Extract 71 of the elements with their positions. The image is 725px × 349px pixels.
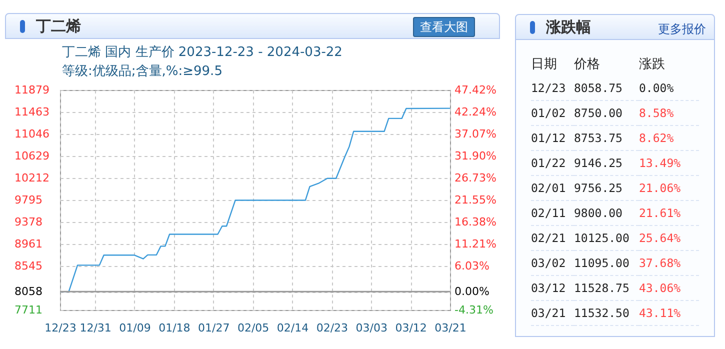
text: 更多报价 <box>658 21 706 38</box>
text: 37.68% <box>639 250 699 276</box>
y-tick-label: 9378 <box>14 216 42 229</box>
text: 涨跌 <box>639 56 666 74</box>
text: 0.00% <box>639 76 699 100</box>
text: 03/12 <box>531 276 574 300</box>
text: 03/02 <box>531 250 574 276</box>
chart-title: 丁二烯 国内 生产价 2023-12-23 - 2024-03-22 <box>62 45 342 60</box>
x-tick-label: 01/27 <box>198 322 230 334</box>
x-tick-label: 02/05 <box>237 322 270 334</box>
y-tick-label: 8058 <box>14 285 42 298</box>
x-tick-label: 03/03 <box>356 322 388 334</box>
text: 价格 <box>574 56 601 74</box>
text: 9756.25 <box>574 176 639 200</box>
text: 13.49% <box>639 150 699 176</box>
text: 9800.00 <box>574 200 639 226</box>
text: 21.06% <box>639 176 699 200</box>
text: 11528.75 <box>574 276 639 300</box>
y2-tick-label: 31.90% <box>454 150 496 163</box>
text: 涨跌幅 <box>546 18 591 37</box>
text: 01/02 <box>531 100 574 126</box>
text: 12/23 <box>531 76 574 100</box>
text: 8058.75 <box>574 76 639 100</box>
text: 11532.50 <box>574 300 639 326</box>
y2-tick-label: 6.03% <box>454 260 490 273</box>
text: 02/01 <box>531 176 574 200</box>
y-tick-label: 11879 <box>14 84 50 96</box>
text: 02/21 <box>531 226 574 250</box>
text: 丁二烯 <box>36 17 81 36</box>
y-tick-label: 8545 <box>14 259 42 272</box>
y2-tick-label: 11.21% <box>454 237 496 250</box>
text: 43.11% <box>639 300 699 326</box>
y-tick-label: 11463 <box>14 105 50 118</box>
y-tick-label: 8961 <box>14 238 42 251</box>
y-tick-label: 7711 <box>14 304 42 316</box>
y2-tick-label: 37.07% <box>454 128 496 141</box>
text: 21.61% <box>639 200 699 226</box>
text: 8.62% <box>639 126 699 150</box>
y2-tick-label: 47.42% <box>454 84 496 96</box>
x-tick-label: 02/23 <box>316 322 348 334</box>
chart-subtitle: 等级:优级品;含量,%:≥99.5 <box>62 64 222 79</box>
y-tick-label: 11046 <box>14 127 50 140</box>
x-tick-label: 02/14 <box>276 322 309 334</box>
y2-tick-label: 0.00% <box>454 285 490 298</box>
text: 11095.00 <box>574 250 639 276</box>
text: 日期 <box>531 56 558 74</box>
y-tick-label: 10212 <box>14 171 50 184</box>
x-tick-label: 01/18 <box>158 322 190 334</box>
text: 8753.75 <box>574 126 639 150</box>
text: 01/12 <box>531 126 574 150</box>
y2-tick-label: -4.31% <box>454 304 494 316</box>
text: 02/11 <box>531 200 574 226</box>
y2-tick-label: 16.38% <box>454 216 496 229</box>
text: 查看大图 <box>413 17 475 37</box>
y-tick-label: 9795 <box>14 194 42 206</box>
x-tick-label: 12/23 <box>44 322 76 334</box>
y2-tick-label: 42.24% <box>454 106 496 119</box>
x-tick-label: 03/12 <box>395 322 427 334</box>
text: 10125.00 <box>574 226 639 250</box>
y2-tick-label: 21.55% <box>454 194 496 207</box>
x-tick-label: 12/31 <box>80 322 112 334</box>
y-tick-label: 10629 <box>14 149 50 162</box>
text: 8.58% <box>639 100 699 126</box>
x-tick-label: 01/09 <box>119 322 151 334</box>
text: 9146.25 <box>574 150 639 176</box>
x-tick-label: 03/21 <box>434 322 466 334</box>
text: 43.06% <box>639 276 699 300</box>
text: 8750.00 <box>574 100 639 126</box>
text: 01/22 <box>531 150 574 176</box>
text: 25.64% <box>639 226 699 250</box>
y2-tick-label: 26.73% <box>454 171 496 184</box>
